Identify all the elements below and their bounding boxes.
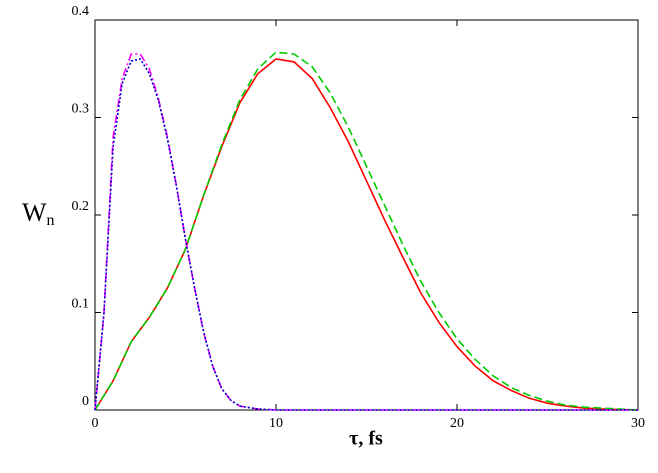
series-line [94,53,638,411]
y-tick-label: 0.1 [72,297,90,312]
y-tick-label: 0 [82,394,89,409]
y-axis-label: Wn [22,198,55,229]
y-label-main: W [22,198,47,227]
x-axis-label: τ, fs [349,428,383,450]
x-tick-label: 10 [269,416,283,431]
x-tick-label: 30 [631,416,645,431]
y-tick-label: 0.4 [72,4,90,19]
x-tick-label: 0 [92,416,99,431]
y-label-subscript: n [47,212,55,229]
y-tick-label: 0.2 [72,199,90,214]
series-line [94,51,639,411]
x-tick-label: 20 [450,416,464,431]
plot-frame [94,19,639,411]
y-tick-label: 0.3 [72,102,90,117]
series-line [94,58,638,411]
series-line [94,58,639,411]
